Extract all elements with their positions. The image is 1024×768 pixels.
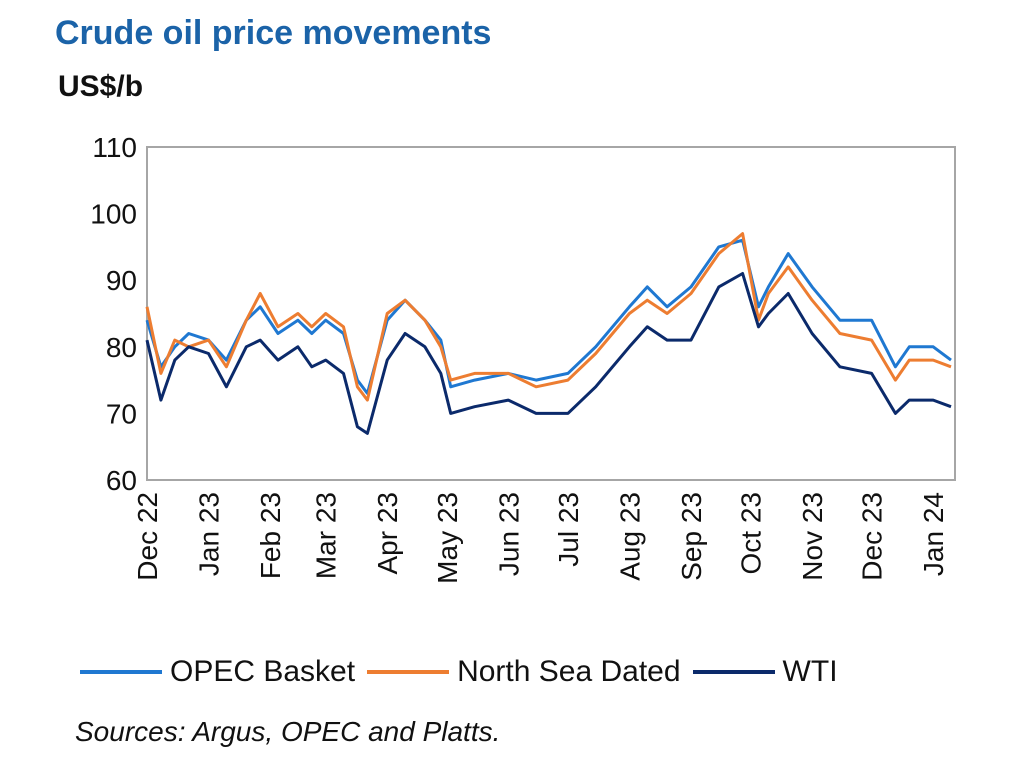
chart: 60 70 80 90 100 110 Dec 22 Jan 23 Feb 23 Mar 23 Ap… <box>90 132 956 584</box>
series-line-opec-basket <box>145 238 952 395</box>
legend-item: North Sea Dated <box>367 655 681 689</box>
x-tick-label: Mar 23 <box>311 492 342 579</box>
source-note: Sources: Argus, OPEC and Platts. <box>75 716 501 747</box>
x-tick-label: Apr 23 <box>372 492 403 575</box>
y-tick-label: 80 <box>106 332 137 363</box>
x-tick-label: Aug 23 <box>614 492 645 581</box>
legend-item: OPEC Basket <box>80 655 355 689</box>
chart-title: Crude oil price movements <box>55 14 492 52</box>
x-tick-label: Dec 23 <box>857 492 888 581</box>
legend-swatch <box>367 670 450 674</box>
series-line-north-sea-dated <box>145 232 952 402</box>
y-tick-label: 110 <box>92 132 137 163</box>
legend-swatch <box>80 670 162 674</box>
x-tick-label: Jul 23 <box>553 492 584 567</box>
x-tick-label: Jun 23 <box>493 492 524 576</box>
x-tick-label: Jan 23 <box>194 492 225 576</box>
x-tick-label: Feb 23 <box>255 492 286 579</box>
y-tick-label: 100 <box>90 199 137 230</box>
legend: OPEC Basket North Sea Dated WTI <box>80 655 850 689</box>
x-tick-label: May 23 <box>432 492 463 584</box>
legend-label: WTI <box>782 655 838 688</box>
y-tick-label: 70 <box>106 398 137 429</box>
legend-item: WTI <box>692 655 838 689</box>
y-tick-label: 90 <box>106 265 137 296</box>
series-line-wti <box>145 272 952 435</box>
x-tick-label: Jan 24 <box>918 492 949 576</box>
x-tick-label: Oct 23 <box>736 492 767 574</box>
x-tick-label: Nov 23 <box>797 492 828 581</box>
y-tick-label: 60 <box>106 465 137 496</box>
legend-label: OPEC Basket <box>170 655 356 688</box>
legend-swatch <box>692 670 775 674</box>
x-tick-label: Sep 23 <box>676 492 707 581</box>
x-tick-label: Dec 22 <box>132 492 163 581</box>
legend-label: North Sea Dated <box>457 655 681 688</box>
y-axis-label: US$/b <box>58 70 144 103</box>
